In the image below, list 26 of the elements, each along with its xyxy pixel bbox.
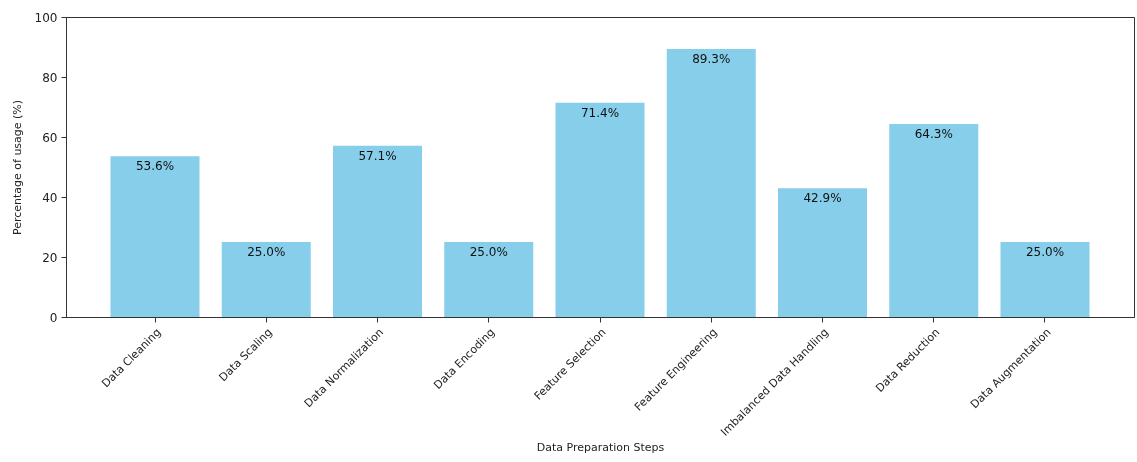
y-tick-label: 60 (42, 130, 58, 145)
x-axis-title: Data Preparation Steps (536, 440, 665, 454)
bar (333, 145, 422, 317)
y-axis-title: Percentage of usage (%) (10, 99, 24, 236)
y-tick-label: 20 (42, 250, 58, 265)
bar (889, 124, 979, 317)
y-tick-label: 40 (42, 190, 58, 205)
data-label: 89.3% (692, 52, 731, 67)
data-label: 57.1% (358, 148, 397, 163)
data-label: 25.0% (1025, 245, 1065, 259)
bar (778, 188, 867, 317)
y-tick-label: 0 (49, 310, 58, 325)
bar (666, 49, 756, 317)
data-label: 71.4% (580, 105, 620, 120)
bar (444, 242, 534, 317)
data-label: 25.0% (247, 245, 286, 259)
bar (110, 156, 200, 317)
y-tick-label: 100 (34, 10, 58, 25)
data-label: 53.6% (135, 159, 175, 174)
y-tick-label: 80 (42, 70, 58, 85)
bar (1000, 242, 1090, 317)
data-label: 42.9% (803, 191, 842, 206)
bar (221, 242, 311, 317)
data-label: 64.3% (914, 127, 953, 142)
data-label: 25.0% (469, 245, 508, 259)
bar (555, 102, 645, 317)
